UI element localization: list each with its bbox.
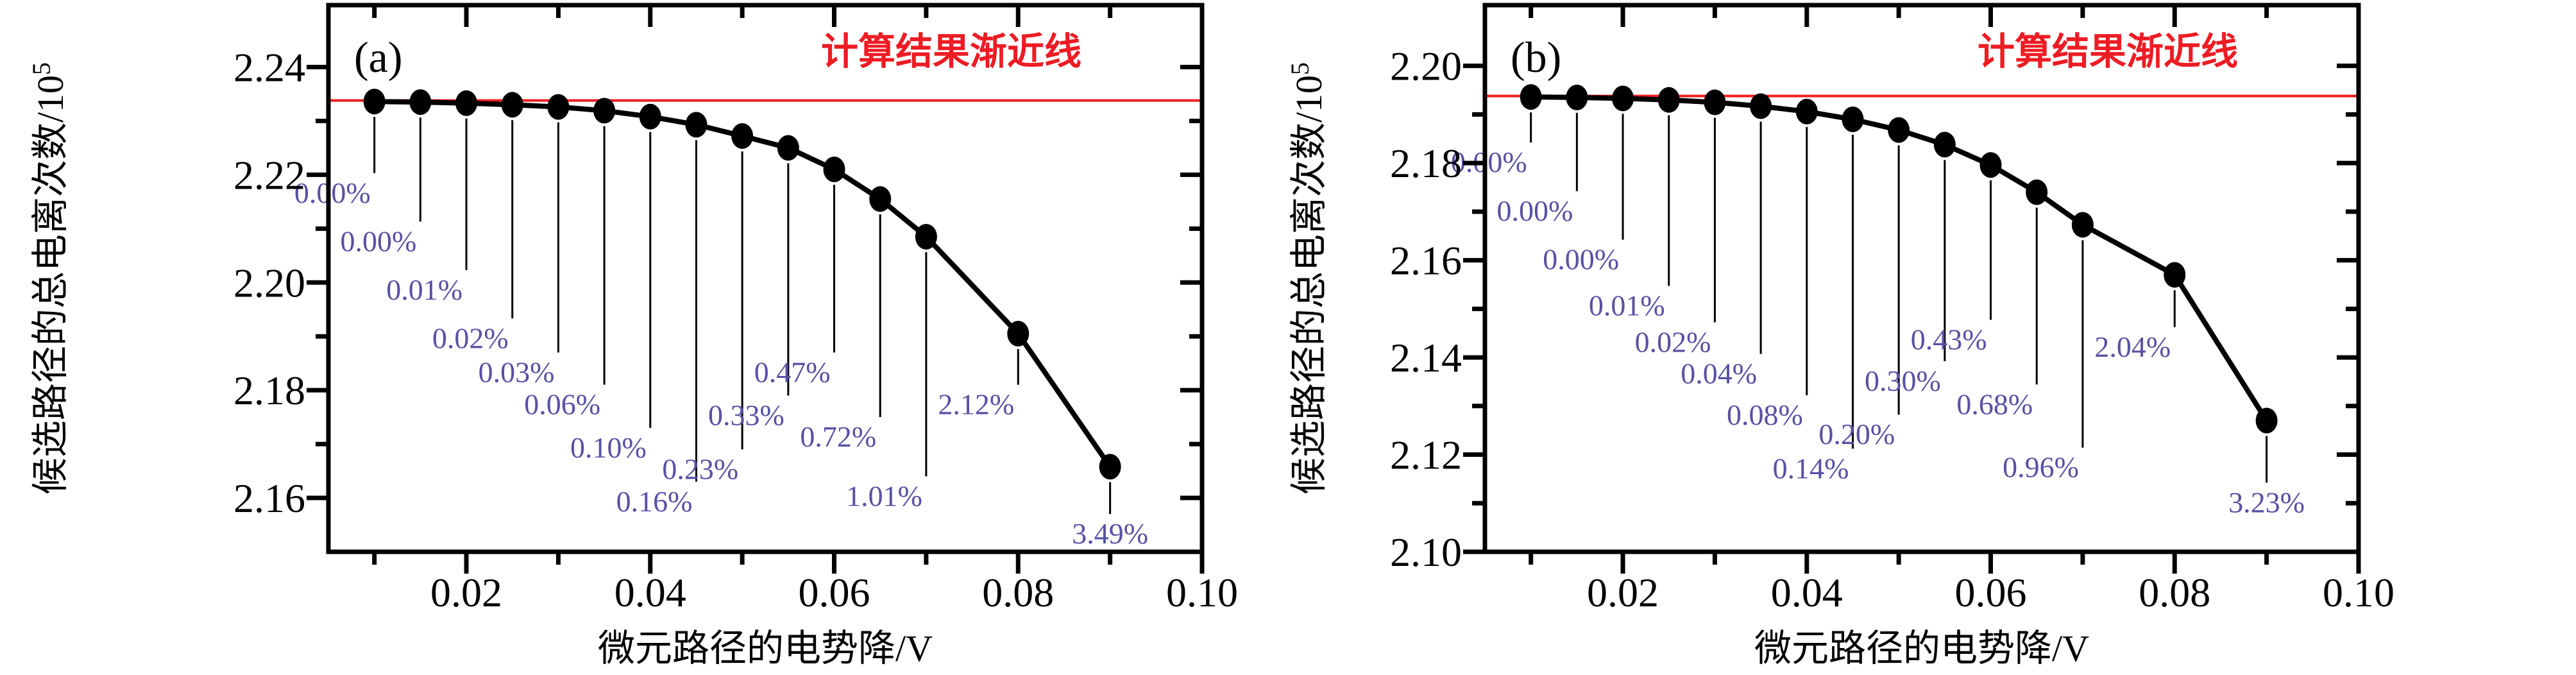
percent-label: 0.03% <box>479 355 555 388</box>
y-tick-label: 2.16 <box>1390 238 1462 284</box>
percent-label: 0.43% <box>1911 323 1987 356</box>
percent-label: 0.08% <box>1727 398 1803 431</box>
percent-label: 0.01% <box>386 273 462 306</box>
x-axis-title: 微元路径的电势降/V <box>1754 628 2089 669</box>
data-point <box>1704 89 1726 115</box>
data-point <box>777 135 799 161</box>
percent-label: 0.02% <box>1635 325 1711 358</box>
data-point <box>2164 262 2186 288</box>
data-point <box>1795 98 1818 124</box>
data-point <box>1888 117 1910 143</box>
percent-label: 0.72% <box>800 420 876 453</box>
percent-label: 0.00% <box>294 176 371 209</box>
data-point <box>2255 407 2278 434</box>
data-point <box>547 94 570 120</box>
x-tick-label: 0.06 <box>1955 570 2027 615</box>
data-point <box>639 103 661 130</box>
asymptote-label: 计算结果渐近线 <box>1978 31 2238 73</box>
y-tick-label: 2.10 <box>1390 529 1462 575</box>
percent-label: 0.06% <box>524 388 600 421</box>
data-point <box>409 89 432 115</box>
x-tick-label: 0.10 <box>2323 570 2394 615</box>
x-tick-label: 0.06 <box>799 570 870 615</box>
y-axis-title: 候选路径的总电离次数/105 <box>1288 62 1330 495</box>
y-tick-label: 2.14 <box>1390 335 1462 380</box>
x-tick-label: 0.04 <box>614 570 686 615</box>
x-axis-title: 微元路径的电势降/V <box>598 628 933 669</box>
percent-label: 0.20% <box>1818 418 1895 450</box>
x-tick-label: 0.02 <box>1587 570 1659 615</box>
percent-label: 0.14% <box>1773 452 1849 484</box>
data-point <box>363 89 386 115</box>
data-point <box>1566 84 1588 110</box>
x-tick-label: 0.08 <box>2139 570 2210 615</box>
data-point <box>1007 321 1030 347</box>
percent-label: 0.00% <box>341 225 417 257</box>
x-tick-label: 0.02 <box>430 570 502 615</box>
data-point <box>455 90 478 116</box>
data-point <box>685 112 708 138</box>
data-point <box>2026 179 2048 205</box>
x-tick-label: 0.08 <box>982 570 1054 615</box>
percent-label: 0.04% <box>1681 357 1757 390</box>
percent-label: 2.04% <box>2094 330 2171 363</box>
panel-label: (b) <box>1511 33 1561 81</box>
x-tick-label: 0.10 <box>1166 570 1238 615</box>
percent-label: 0.00% <box>1451 146 1527 178</box>
data-point <box>1979 152 2002 178</box>
data-point <box>869 186 892 212</box>
y-tick-label: 2.20 <box>1390 44 1462 89</box>
y-tick-label: 2.18 <box>1390 141 1462 186</box>
percent-label: 3.49% <box>1072 517 1148 550</box>
percent-label: 0.01% <box>1589 289 1665 322</box>
data-point <box>2071 212 2094 238</box>
percent-label: 2.12% <box>938 388 1014 421</box>
percent-label: 0.10% <box>570 431 647 464</box>
data-point <box>1612 85 1634 112</box>
asymptote-label: 计算结果渐近线 <box>821 31 1081 73</box>
chart-a: 计算结果渐近线 0.00% 0.00% 0.01% 0.02%0.03%0.06% 0.1… <box>27 3 1238 669</box>
panel-label: (a) <box>354 33 402 81</box>
data-point <box>823 157 845 183</box>
percent-label: 0.23% <box>662 452 738 485</box>
percent-label: 0.47% <box>754 355 831 388</box>
percent-label: 0.16% <box>616 485 693 518</box>
data-point <box>1099 454 1121 480</box>
plot-border <box>1482 3 2361 554</box>
percent-label: 0.02% <box>432 321 509 354</box>
data-point <box>731 123 754 149</box>
data-point <box>1842 106 1864 132</box>
data-point <box>915 223 937 250</box>
percent-label: 0.68% <box>1956 388 2033 420</box>
data-point <box>1750 93 1772 119</box>
percent-label: 0.00% <box>1543 243 1619 276</box>
percent-label: 3.23% <box>2228 486 2305 518</box>
y-tick-label: 2.22 <box>233 152 305 198</box>
y-tick-label: 2.20 <box>233 260 305 305</box>
percent-label: 0.00% <box>1497 194 1573 227</box>
data-point <box>593 98 616 124</box>
y-tick-label: 2.24 <box>233 45 305 90</box>
y-tick-label: 2.16 <box>233 475 305 521</box>
data-point <box>1657 87 1680 113</box>
percent-label: 0.33% <box>708 398 784 431</box>
chart-b: 计算结果渐近线 0.00% 0.00% 0.00% 0.01%0.02%0.04% 0.0… <box>1288 3 2394 669</box>
percent-label: 0.30% <box>1865 364 1941 397</box>
y-tick-label: 2.12 <box>1390 432 1462 478</box>
y-tick-label: 2.18 <box>233 368 305 413</box>
percent-label: 1.01% <box>846 479 922 512</box>
data-point <box>1933 132 1956 158</box>
data-point <box>501 92 523 118</box>
data-point <box>1520 84 1542 110</box>
y-axis-title: 候选路径的总电离次数/105 <box>27 62 71 495</box>
x-tick-label: 0.04 <box>1771 570 1843 615</box>
plot-border <box>326 3 1205 554</box>
percent-label: 0.96% <box>2003 451 2079 484</box>
